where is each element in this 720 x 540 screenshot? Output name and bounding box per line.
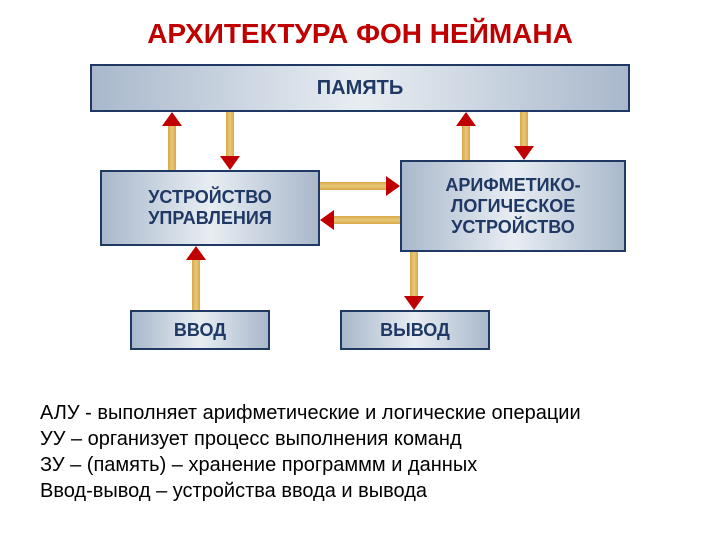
caption-line-2: ЗУ – (память) – хранение программм и дан… bbox=[40, 452, 477, 478]
caption-line-0: АЛУ - выполняет арифметические и логичес… bbox=[40, 400, 581, 426]
arrow-head-icon bbox=[186, 246, 206, 260]
arrow-shaft bbox=[168, 124, 176, 170]
page-title: АРХИТЕКТУРА ФОН НЕЙМАНА bbox=[0, 18, 720, 50]
box-memory-label: ПАМЯТЬ bbox=[317, 77, 403, 100]
caption-line-3: Ввод-вывод – устройства ввода и вывода bbox=[40, 478, 427, 504]
box-alu-label: АРИФМЕТИКО-ЛОГИЧЕСКОЕУСТРОЙСТВО bbox=[445, 175, 580, 238]
box-alu: АРИФМЕТИКО-ЛОГИЧЕСКОЕУСТРОЙСТВО bbox=[400, 160, 626, 252]
box-memory: ПАМЯТЬ bbox=[90, 64, 630, 112]
box-input: ВВОД bbox=[130, 310, 270, 350]
arrow-head-icon bbox=[386, 176, 400, 196]
arrow-shaft bbox=[410, 252, 418, 298]
arrow-head-icon bbox=[220, 156, 240, 170]
arrow-shaft bbox=[462, 124, 470, 160]
box-control: УСТРОЙСТВОУПРАВЛЕНИЯ bbox=[100, 170, 320, 246]
arrow-head-icon bbox=[456, 112, 476, 126]
box-output: ВЫВОД bbox=[340, 310, 490, 350]
arrow-shaft bbox=[226, 112, 234, 158]
arrow-shaft bbox=[520, 112, 528, 148]
box-input-label: ВВОД bbox=[174, 320, 226, 341]
arrow-shaft bbox=[332, 216, 400, 224]
arrow-head-icon bbox=[320, 210, 334, 230]
arrow-head-icon bbox=[514, 146, 534, 160]
arrow-head-icon bbox=[404, 296, 424, 310]
arrow-shaft bbox=[320, 182, 388, 190]
caption-line-1: УУ – организует процесс выполнения коман… bbox=[40, 426, 462, 452]
arrow-shaft bbox=[192, 258, 200, 310]
box-output-label: ВЫВОД bbox=[380, 320, 450, 341]
arrow-head-icon bbox=[162, 112, 182, 126]
box-control-label: УСТРОЙСТВОУПРАВЛЕНИЯ bbox=[148, 187, 272, 229]
